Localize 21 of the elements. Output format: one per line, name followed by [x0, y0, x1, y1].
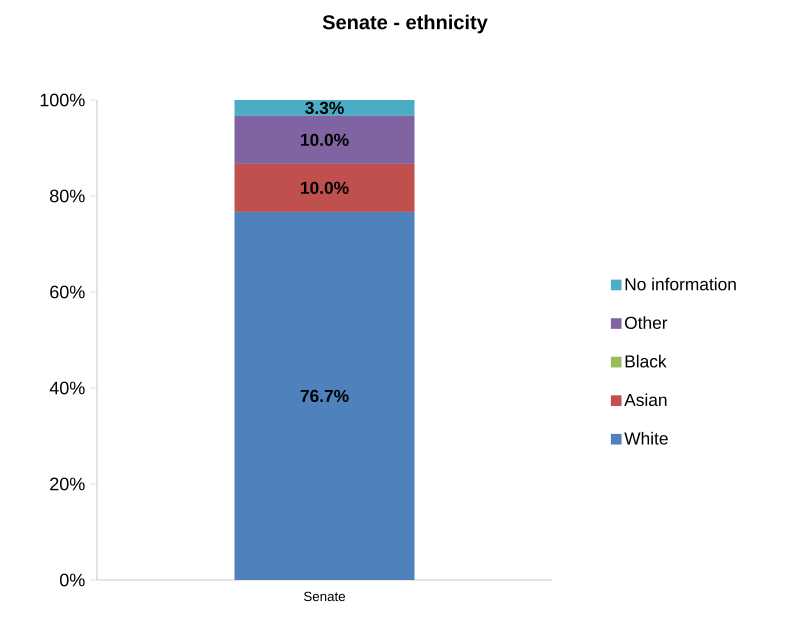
legend-label: White [624, 432, 668, 445]
y-tick-label: 100% [40, 94, 85, 106]
legend-label: Other [625, 316, 668, 329]
bar [234, 212, 415, 580]
data-label: 3.3% [305, 102, 344, 114]
data-label: 76.7% [300, 390, 349, 402]
legend-label: No information [626, 278, 736, 290]
y-tick-label: 60% [50, 286, 85, 298]
bar [234, 100, 415, 116]
y-tick-label: 0% [60, 574, 85, 586]
x-tick-label: Senate [304, 592, 346, 602]
legend-label: Black [626, 354, 667, 368]
bar [234, 164, 415, 212]
y-tick-label: 80% [50, 190, 85, 202]
bar [234, 116, 415, 164]
data-label: 10.0% [301, 182, 349, 194]
y-tick-label: 20% [50, 478, 85, 490]
chart-title: Senate - ethnicity [322, 14, 488, 34]
legend-label: Asian [624, 393, 666, 406]
data-label: 10.0% [301, 134, 349, 146]
y-tick-label: 40% [50, 382, 85, 394]
